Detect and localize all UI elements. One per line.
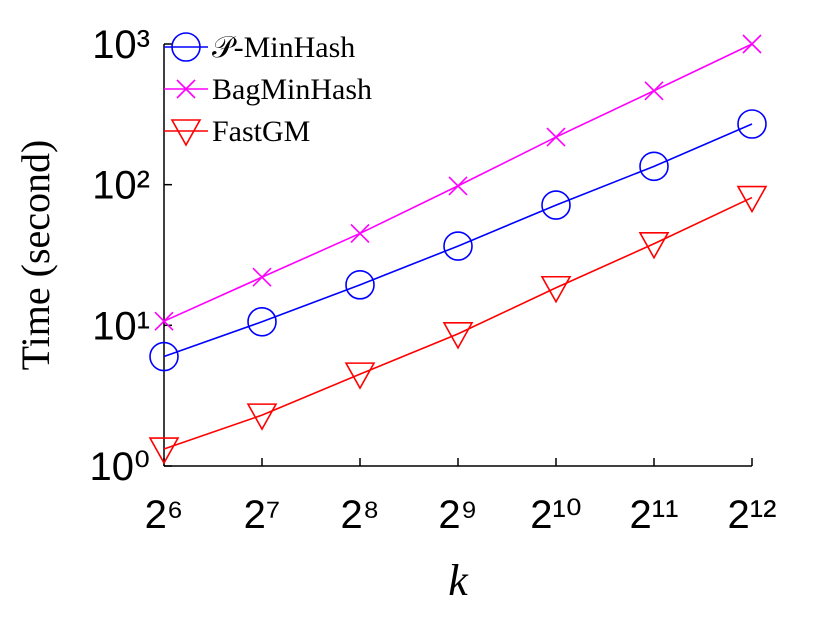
data-point bbox=[639, 151, 669, 182]
legend-label: 𝒫-MinHash bbox=[212, 31, 355, 64]
data-point bbox=[443, 231, 473, 261]
y-tick-label: 10⁰ bbox=[89, 445, 150, 489]
x-tick-label: 2¹⁰ bbox=[530, 493, 582, 537]
legend-marker bbox=[170, 119, 202, 147]
x-tick-label: 2¹² bbox=[728, 493, 777, 537]
y-axis-label: Time (second) bbox=[13, 140, 58, 371]
legend-label: FastGM bbox=[212, 115, 310, 148]
legend-marker bbox=[171, 32, 201, 62]
data-point bbox=[148, 437, 180, 465]
x-tick-label: 2¹¹ bbox=[630, 493, 679, 537]
data-point bbox=[644, 81, 664, 101]
y-tick-label: 10³ bbox=[92, 23, 150, 67]
x-tick-label: 2⁷ bbox=[244, 493, 281, 537]
data-point bbox=[246, 403, 278, 431]
data-point bbox=[638, 231, 670, 260]
data-point bbox=[345, 270, 375, 300]
data-point bbox=[344, 362, 376, 390]
y-tick-label: 10² bbox=[92, 164, 150, 208]
series-line bbox=[163, 123, 753, 358]
y-tick-label: 10¹ bbox=[92, 304, 150, 348]
data-point bbox=[742, 34, 762, 54]
data-point bbox=[736, 185, 768, 214]
x-tick-label: 2⁸ bbox=[340, 493, 379, 537]
data-point bbox=[540, 275, 572, 304]
x-tick-label: 2⁶ bbox=[145, 493, 184, 537]
data-point bbox=[154, 311, 174, 331]
data-point bbox=[448, 176, 468, 196]
data-point bbox=[149, 341, 179, 372]
data-point bbox=[541, 190, 571, 220]
series-line bbox=[163, 196, 753, 450]
data-point bbox=[350, 223, 370, 244]
data-point bbox=[546, 127, 566, 147]
data-point bbox=[737, 109, 767, 139]
x-axis-label: k bbox=[448, 556, 469, 605]
x-tick-label: 2⁹ bbox=[438, 493, 477, 537]
data-point bbox=[252, 267, 272, 287]
legend-marker bbox=[176, 79, 196, 99]
legend-label: BagMinHash bbox=[212, 73, 372, 106]
data-point bbox=[247, 306, 277, 337]
data-point bbox=[442, 322, 474, 350]
